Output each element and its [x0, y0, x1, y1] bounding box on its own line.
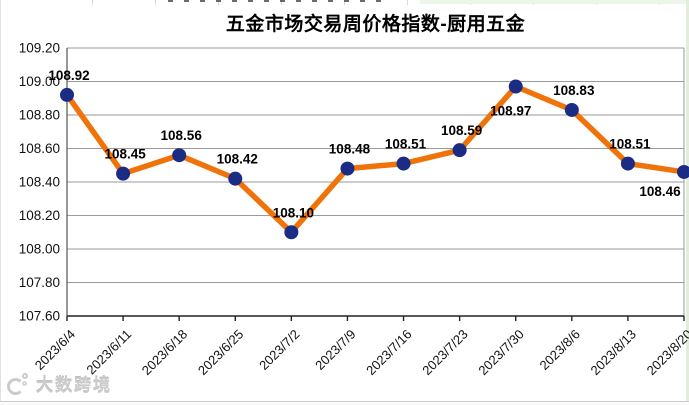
x-tick-label: 2023/6/4 [32, 327, 78, 373]
data-point-marker [508, 79, 523, 94]
series-line [64, 83, 687, 235]
data-point-label: 108.83 [553, 83, 595, 98]
data-point-marker [284, 225, 299, 240]
data-point-marker [564, 102, 579, 117]
x-tick-label: 2023/7/16 [363, 327, 415, 379]
data-point-label: 108.59 [441, 123, 482, 138]
watermark-logo-icon [7, 372, 31, 396]
x-tick-label: 2023/6/18 [139, 327, 191, 379]
x-tick-label: 2023/7/2 [256, 327, 302, 373]
y-tick-label: 107.60 [19, 309, 60, 324]
sheet-highlight-cells [420, 0, 689, 4]
x-tick-label: 2023/7/23 [419, 327, 471, 379]
data-point-label: 108.97 [490, 104, 531, 119]
x-tick-label: 2023/8/20 [644, 327, 689, 379]
chart-title: 五金市场交易周价格指数-厨用五金 [225, 14, 526, 35]
data-point-marker [452, 143, 467, 158]
sheet-right-gridline [686, 0, 689, 402]
sheet-bottom-row [0, 402, 689, 405]
watermark-text: 大数跨境 [36, 376, 112, 395]
data-point-label: 108.10 [273, 205, 314, 220]
x-tick-label: 2023/8/13 [588, 327, 640, 379]
watermark: 大数跨境 [7, 371, 112, 396]
data-point-marker [228, 171, 243, 186]
data-point-label: 108.42 [217, 152, 258, 167]
y-tick-label: 108.60 [19, 141, 60, 156]
y-tick-label: 109.20 [19, 41, 60, 56]
data-point-marker [172, 148, 187, 163]
y-tick-label: 107.80 [19, 275, 60, 290]
x-tick-label: 2023/6/25 [195, 327, 247, 379]
y-tick-label: 108.80 [19, 108, 60, 123]
sheet-bottom-gridline [0, 401, 689, 402]
y-tick-label: 109.00 [19, 74, 60, 89]
y-tick-label: 108.40 [19, 175, 60, 190]
data-point-marker [340, 161, 355, 176]
y-tick-label: 108.00 [19, 242, 60, 257]
data-point-label: 108.45 [104, 147, 146, 162]
data-point-marker [116, 166, 131, 181]
x-tick-label: 2023/6/11 [83, 327, 134, 378]
y-tick-label: 108.20 [19, 208, 60, 223]
data-point-label: 108.56 [161, 128, 203, 143]
data-point-label: 108.46 [639, 184, 681, 199]
data-point-marker [677, 164, 689, 179]
sheet-top-cell-borders [0, 0, 689, 5]
sheet-left-gridline [0, 0, 1, 402]
x-tick-label: 2023/7/30 [475, 327, 527, 379]
data-point-label: 108.51 [385, 137, 427, 152]
data-point-label: 108.92 [48, 68, 89, 83]
x-tick-label: 2023/7/9 [312, 327, 358, 373]
data-point-marker [620, 156, 635, 171]
clipped-cell-text-fragments [168, 0, 386, 2]
x-tick-label: 2023/8/6 [537, 327, 583, 373]
data-point-label: 108.51 [609, 137, 651, 152]
data-point-marker [60, 87, 74, 102]
data-point-marker [396, 156, 411, 171]
data-point-label: 108.48 [329, 142, 371, 157]
